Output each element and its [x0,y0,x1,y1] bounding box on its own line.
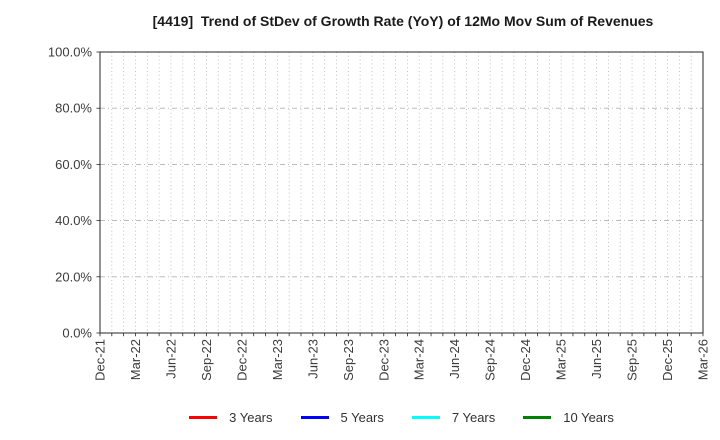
x-tick-label: Sep-25 [625,339,640,381]
x-tick-label: Jun-22 [163,339,178,379]
x-tick-label: Dec-25 [660,339,675,381]
y-tick-label: 0.0% [62,326,92,341]
legend-item-5-years: 5 Years [300,409,384,425]
x-tick-label: Mar-24 [412,339,427,380]
y-tick-label: 80.0% [55,101,92,116]
x-tick-label: Sep-24 [483,339,498,381]
legend-item-7-years: 7 Years [411,409,496,425]
legend-label: 7 Years [451,409,496,425]
legend-item-3-years: 3 Years [189,409,273,425]
x-tick-label: Mar-25 [554,339,569,380]
y-tick-label: 100.0% [48,45,93,60]
legend-label: 10 Years [563,409,614,425]
chart-legend: 3 Years 5 Years 7 Years 10 Years [100,408,703,426]
plot-frame [99,51,704,334]
x-tick-label: Jun-23 [305,339,320,379]
y-tick-label: 20.0% [55,269,92,284]
x-tick-label: Dec-22 [234,339,249,381]
y-tick-label: 60.0% [55,157,92,172]
legend-line-swatch [189,415,218,419]
legend-item-10-years: 10 Years [523,410,614,425]
x-tick-label: Mar-22 [128,339,143,380]
x-tick-label: Sep-22 [199,339,214,381]
legend-line-swatch [411,415,440,419]
x-tick-label: Dec-23 [376,339,391,381]
legend-label: 5 Years [340,409,384,425]
x-tick-label: Dec-24 [518,339,533,381]
x-tick-label: Jun-25 [589,339,604,379]
x-tick-label: Mar-26 [696,339,711,380]
x-tick-label: Sep-23 [341,339,356,381]
y-tick-label: 40.0% [55,213,92,228]
x-tick-label: Mar-23 [270,339,285,380]
legend-line-swatch [300,415,329,419]
legend-line-swatch [523,415,552,419]
chart-title: [4419] Trend of StDev of Growth Rate (Yo… [152,13,654,29]
legend-label: 3 Years [229,409,273,425]
x-tick-label: Jun-24 [447,339,462,379]
x-tick-label: Dec-21 [93,339,108,381]
